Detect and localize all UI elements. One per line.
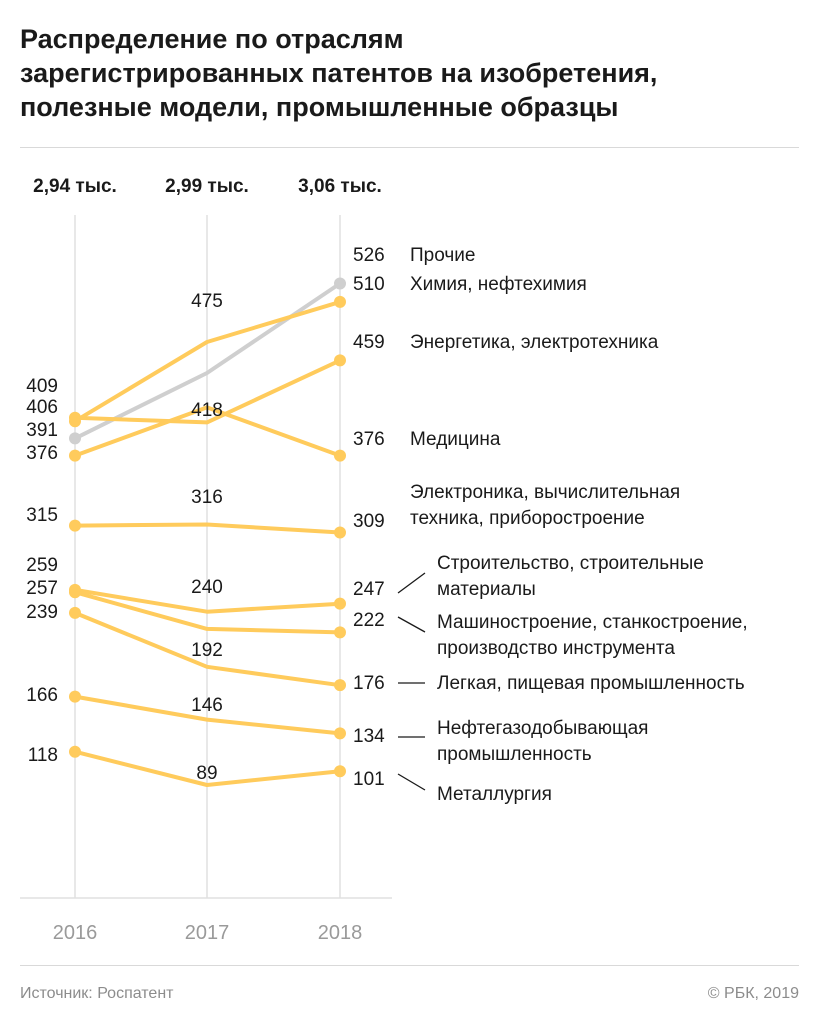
leader-line (397, 773, 426, 791)
data-point (69, 519, 81, 532)
title-line-3: полезные модели, промышленные образцы (20, 92, 619, 122)
x-tick-label: 2017 (185, 922, 230, 944)
value-label-2017: 475 (191, 291, 223, 312)
value-label-2017: 89 (196, 763, 217, 784)
data-point (69, 411, 81, 424)
value-label-2018: 134 (353, 726, 385, 747)
value-label-2018: 526 (353, 245, 385, 266)
category-label: Прочие (410, 245, 475, 266)
value-label-2016: 391 (26, 420, 58, 441)
category-label: Строительство, строительные (437, 553, 704, 574)
value-label-2016: 118 (28, 745, 58, 766)
line-chart: 2016 2,94 тыс. 2017 2,99 тыс. 2018 3,06 тыс. 3… (20, 176, 748, 944)
data-point (334, 679, 346, 692)
value-label-2016: 259 (26, 555, 58, 576)
value-label-2018: 459 (353, 332, 385, 353)
category-label: Нефтегазодобывающая (437, 718, 648, 739)
value-label-2016: 239 (26, 602, 58, 623)
series-line (74, 522, 341, 535)
value-label-2017: 240 (191, 577, 223, 598)
category-label: материалы (437, 579, 536, 600)
value-label-2018: 176 (353, 673, 385, 694)
value-label-2016: 376 (26, 443, 58, 464)
data-point (334, 526, 346, 539)
header-divider (20, 147, 799, 148)
value-label-2016: 166 (26, 685, 58, 706)
title-line-2: зарегистрированных патентов на изобретен… (20, 58, 658, 88)
data-point (334, 295, 346, 308)
leader-line (397, 616, 426, 633)
category-label: Металлургия (437, 784, 552, 805)
value-label-2017: 418 (191, 400, 223, 421)
data-point (334, 449, 346, 462)
value-label-2016: 406 (26, 397, 58, 418)
data-point (334, 277, 346, 290)
title-line-1: Распределение по отраслям (20, 24, 404, 54)
data-point (69, 690, 81, 703)
data-point (69, 449, 81, 462)
category-label: Химия, нефтехимия (410, 274, 587, 295)
value-label-2018: 309 (353, 511, 385, 532)
series-line (74, 749, 341, 787)
copyright-note: © РБК, 2019 (707, 985, 799, 1002)
value-label-2017: 146 (191, 695, 223, 716)
category-label: промышленность (437, 744, 592, 765)
data-point (69, 432, 81, 445)
value-label-2018: 222 (353, 610, 385, 631)
data-point (334, 626, 346, 639)
value-label-2018: 376 (353, 429, 385, 450)
value-label-2018: 510 (353, 274, 385, 295)
value-label-2018: 101 (353, 769, 385, 790)
value-label-2016: 315 (26, 505, 58, 526)
x-tick-label: 2018 (318, 922, 363, 944)
series-line (74, 358, 341, 425)
data-point (334, 727, 346, 740)
series-line (73, 299, 341, 423)
x-tick-label: 2016 (53, 922, 98, 944)
footer-divider (20, 965, 799, 966)
data-point (69, 745, 81, 758)
data-point (334, 354, 346, 367)
series-line (74, 405, 341, 458)
series-line (74, 587, 341, 614)
total-label: 3,06 тыс. (298, 176, 382, 197)
total-label: 2,94 тыс. (33, 176, 117, 197)
data-point (69, 586, 81, 599)
total-label: 2,99 тыс. (165, 176, 249, 197)
value-label-2018: 247 (353, 579, 385, 600)
category-label: техника, приборостроение (410, 508, 645, 529)
category-label: производство инструмента (437, 638, 675, 659)
category-label: Электроника, вычислительная (410, 482, 680, 503)
category-label: Энергетика, электротехника (410, 332, 659, 353)
value-label-2017: 192 (191, 640, 223, 661)
source-note: Источник: Роспатент (20, 985, 174, 1002)
data-point (334, 765, 346, 778)
data-point (69, 606, 81, 619)
data-point (334, 597, 346, 610)
category-label: Медицина (410, 429, 501, 450)
series-line (74, 694, 341, 736)
value-label-2017: 316 (191, 487, 223, 508)
category-label: Легкая, пищевая промышленность (437, 673, 745, 694)
series-line (74, 611, 341, 688)
category-label: Машиностроение, станкостроение, (437, 612, 748, 633)
leader-line (397, 572, 426, 594)
chart-title: Распределение по отраслям зарегистрирова… (20, 22, 800, 124)
value-label-2016: 257 (26, 578, 58, 599)
value-label-2016: 409 (26, 376, 58, 397)
series-line (74, 590, 341, 635)
